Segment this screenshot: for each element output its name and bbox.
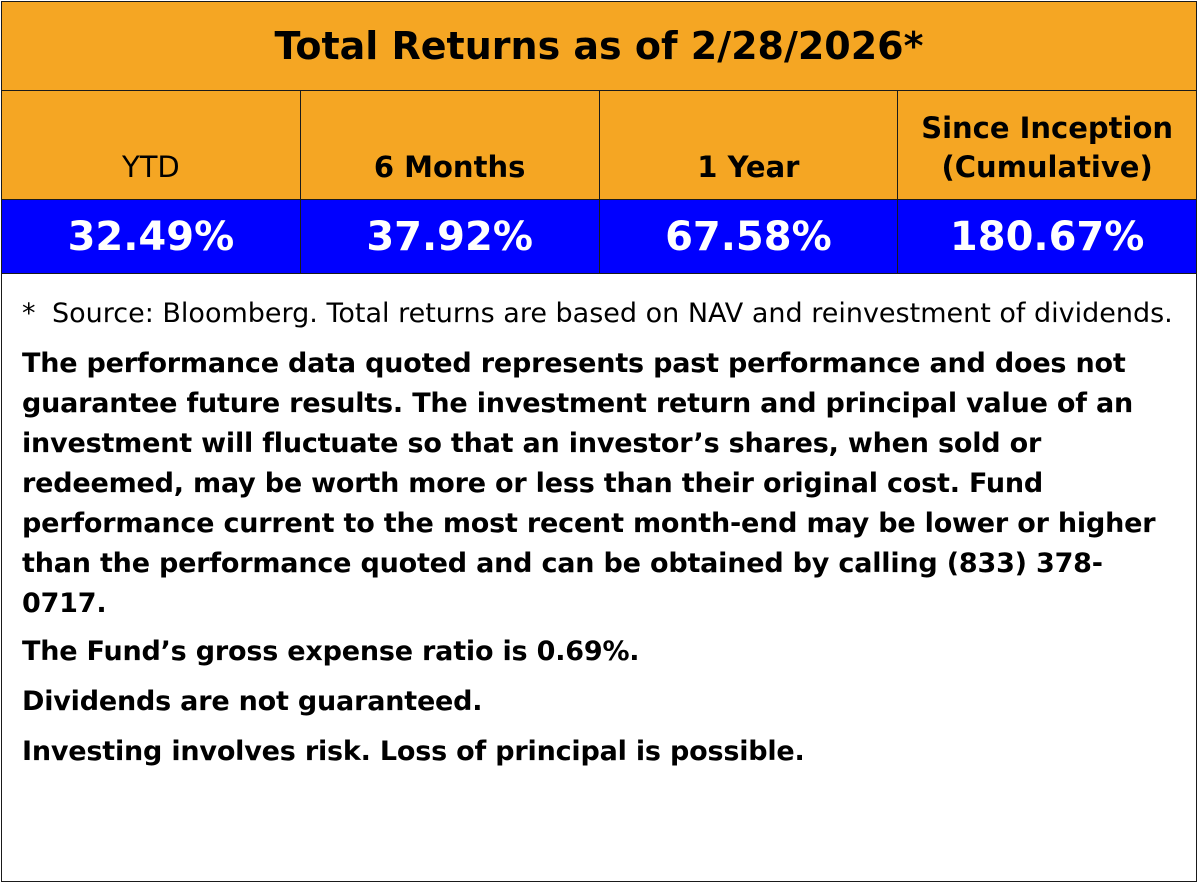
header-label-6-months: 6 Months xyxy=(373,149,526,184)
expense-ratio-note: The Fund’s gross expense ratio is 0.69%. xyxy=(22,636,640,667)
value-ytd: 32.49% xyxy=(67,213,235,260)
dividends-note: Dividends are not guaranteed. xyxy=(22,686,483,717)
header-cell-1-year: 1 Year xyxy=(600,91,899,199)
header-label-ytd: YTD xyxy=(121,149,180,184)
performance-disclaimer: The performance data quoted represents p… xyxy=(22,348,1156,619)
table-title: Total Returns as of 2/28/2026* xyxy=(274,24,924,68)
risk-note: Investing involves risk. Loss of princip… xyxy=(22,736,805,767)
source-note-text: Source: Bloomberg. Total returns are bas… xyxy=(52,298,1173,329)
header-label-1-year: 1 Year xyxy=(697,149,800,184)
footnote-star: * xyxy=(22,298,36,329)
value-row: 32.49% 37.92% 67.58% 180.67% xyxy=(2,200,1196,274)
header-cell-ytd: YTD xyxy=(2,91,301,199)
header-row: YTD 6 Months 1 Year Since Inception (Cum… xyxy=(2,91,1196,200)
value-cell-ytd: 32.49% xyxy=(2,200,301,273)
value-cell-6-months: 37.92% xyxy=(301,200,600,273)
title-row: Total Returns as of 2/28/2026* xyxy=(2,2,1196,91)
value-1-year: 67.58% xyxy=(665,213,832,260)
header-label-since-inception: Since Inception (Cumulative) xyxy=(921,110,1174,184)
source-note: * Source: Bloomberg. Total returns are ba… xyxy=(22,294,1182,334)
value-6-months: 37.92% xyxy=(366,213,533,260)
value-cell-1-year: 67.58% xyxy=(600,200,899,273)
header-cell-6-months: 6 Months xyxy=(301,91,600,199)
value-since-inception: 180.67% xyxy=(949,213,1145,260)
value-cell-since-inception: 180.67% xyxy=(898,200,1196,273)
header-cell-since-inception: Since Inception (Cumulative) xyxy=(898,91,1196,199)
notes-section: * Source: Bloomberg. Total returns are ba… xyxy=(22,294,1182,782)
